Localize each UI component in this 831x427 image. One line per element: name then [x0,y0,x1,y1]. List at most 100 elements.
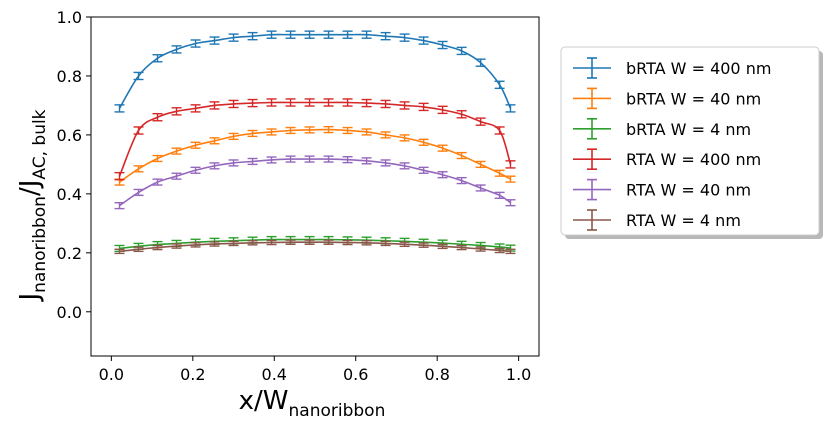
y-tick-label: 0.4 [57,185,82,204]
x-tick-label: 1.0 [506,365,531,384]
error-bar [456,244,467,251]
x-tick-label: 0.0 [99,365,124,384]
error-bar [437,171,448,179]
error-bar [437,243,448,250]
error-bar [266,239,277,246]
error-bar [361,98,372,108]
error-bar [505,175,516,183]
error-bar [475,184,486,192]
error-bar [190,141,201,149]
svg-text:x/Wnanoribbon: x/Wnanoribbon [239,386,386,421]
error-bar [399,101,410,110]
series-line-2 [119,238,511,250]
error-bar [304,98,315,107]
error-bar [418,242,429,248]
legend-label: bRTA W = 400 nm [626,59,771,78]
legend-item-3: RTA W = 400 nm [573,148,761,170]
error-bar [190,242,201,248]
error-bar [494,126,505,135]
error-bar [114,171,125,181]
error-bar [133,246,144,253]
error-bar [342,98,353,107]
legend-label: RTA W = 4 nm [626,211,741,230]
error-bar [342,30,353,39]
error-bar [380,159,391,167]
x-tick-label: 0.8 [424,365,449,384]
error-bar [171,45,182,54]
error-bar [456,176,467,185]
y-tick-label: 0.0 [57,303,82,322]
error-bar [152,154,163,163]
x-tick-label: 0.6 [343,365,368,384]
error-bar [323,155,334,163]
legend-marker [573,209,611,231]
error-bar [190,39,201,48]
error-bar [505,248,516,255]
error-bar [133,188,144,197]
error-bar [437,144,448,152]
error-bar [494,191,505,199]
legend-items: bRTA W = 400 nm bRTA W = 40 nm bRTA W = 4 … [573,57,771,231]
y-tick-label: 1.0 [57,8,82,27]
error-bar [475,246,486,252]
error-bar [323,98,334,107]
error-bar [190,166,201,174]
error-bar [475,160,486,169]
series-5 [114,239,516,255]
error-bar [209,101,220,110]
series-3 [114,98,516,181]
error-bar [209,36,220,45]
error-bar [342,126,353,135]
error-bar [285,126,296,135]
series-line-4 [119,158,511,207]
error-bar [456,110,467,119]
error-bar [133,165,144,173]
svg-text:Jnanoribbon/JAC, bulk: Jnanoribbon/JAC, bulk [15,109,50,302]
y-axis-title-sub1: nanoribbon [30,196,50,293]
x-tick-label: 0.2 [180,365,205,384]
error-bar [475,58,486,67]
error-bar [114,104,125,113]
error-bar [228,99,239,109]
plot-area [91,17,539,356]
legend-item-5: RTA W = 4 nm [573,209,741,231]
error-bar [304,239,315,245]
error-bar [171,107,182,116]
error-bar [304,126,315,134]
error-bar [171,147,182,155]
error-bar [228,132,239,141]
error-bar [399,33,410,42]
error-bar [133,71,144,81]
error-bar [247,157,258,166]
error-bar [505,199,516,207]
error-bar [209,162,220,170]
error-bar [380,99,391,109]
axes-frame [90,16,540,357]
error-bar [285,155,296,163]
error-bar [342,239,353,246]
legend-label: bRTA W = 40 nm [626,89,761,108]
error-bar [209,137,220,145]
series-4 [114,155,516,210]
error-bar [152,244,163,251]
legend-label: bRTA W = 4 nm [626,120,751,139]
error-bar [418,138,429,146]
error-bar [399,241,410,248]
error-bar [228,33,239,42]
error-bar [228,240,239,247]
legend-marker [573,118,611,140]
error-bar [152,54,163,63]
error-bar [209,241,220,247]
x-axis-title-main: x/W [239,386,289,416]
legend-frame [560,46,820,236]
error-bar [505,160,516,169]
series-1 [114,125,516,186]
legend-label: RTA W = 400 nm [626,150,761,169]
plot-background [91,17,539,356]
error-bar [418,166,429,174]
legend-marker [573,178,611,201]
error-bar [323,239,334,245]
error-bar [171,172,182,180]
error-bar [323,30,334,39]
